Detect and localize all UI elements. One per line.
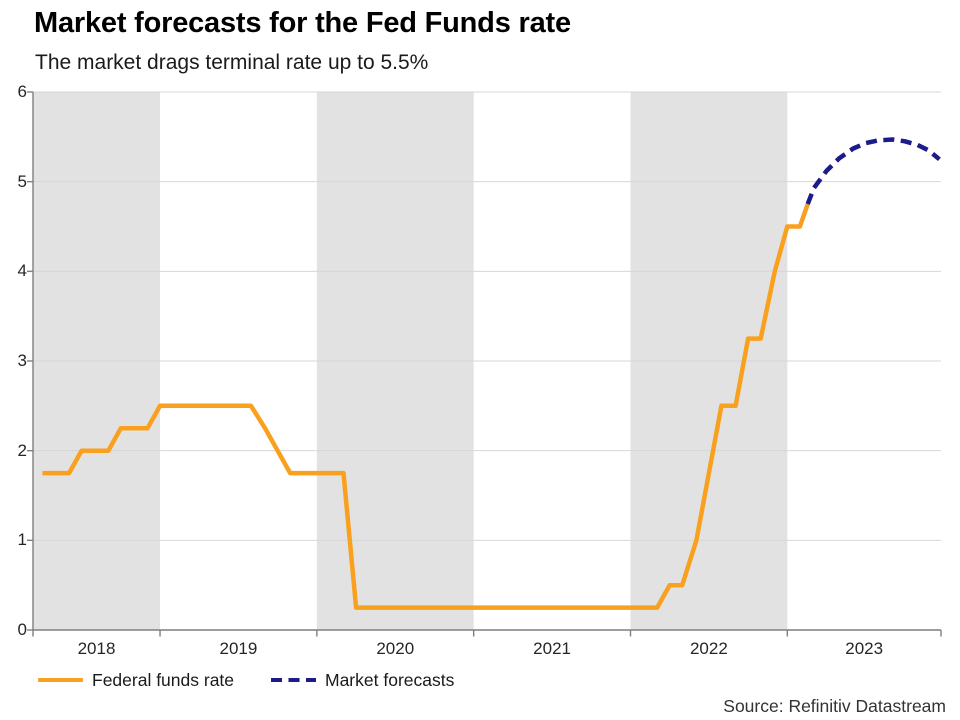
legend: Federal funds rate Market forecasts — [0, 670, 960, 690]
market-forecasts-line — [805, 137, 941, 205]
chart-subtitle: The market drags terminal rate up to 5.5… — [35, 51, 429, 74]
legend-item-federal-funds-rate: Federal funds rate — [38, 670, 234, 690]
market-forecasts-line-swatch — [271, 677, 316, 683]
y-tick-label: 0 — [17, 620, 27, 639]
y-tick-label: 3 — [17, 351, 27, 370]
legend-label-market-forecasts: Market forecasts — [325, 669, 455, 690]
y-tick-label: 1 — [17, 530, 27, 550]
x-tick-label: 2021 — [533, 639, 571, 658]
source-credit: Source: Refinitiv Datastream — [723, 696, 946, 716]
y-tick-label: 5 — [17, 171, 27, 191]
legend-label-federal-funds-rate: Federal funds rate — [92, 669, 235, 690]
x-tick-label: 2019 — [219, 639, 258, 658]
federal-funds-rate-line — [42, 203, 810, 610]
y-tick-label: 4 — [17, 261, 27, 281]
x-tick-label: 2022 — [689, 639, 728, 658]
y-tick-label: 2 — [17, 440, 27, 460]
legend-item-market-forecasts: Market forecasts — [271, 670, 454, 690]
federal-funds-rate-line-swatch — [38, 677, 83, 683]
x-tick-label: 2020 — [376, 639, 415, 658]
x-tick-label: 2018 — [77, 639, 116, 658]
x-tick-label: 2023 — [845, 639, 884, 658]
y-tick-label: 6 — [17, 82, 27, 101]
chart-title: Market forecasts for the Fed Funds rate — [34, 7, 571, 39]
